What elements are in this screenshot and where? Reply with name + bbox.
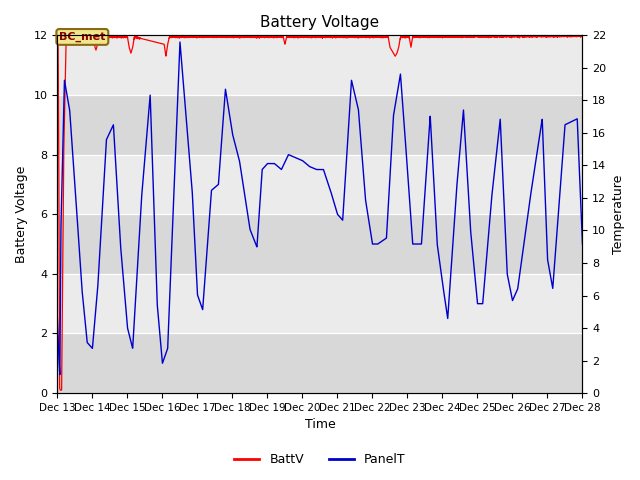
Bar — [58, 214, 582, 274]
X-axis label: Time: Time — [305, 419, 335, 432]
Y-axis label: Battery Voltage: Battery Voltage — [15, 166, 28, 263]
Title: Battery Voltage: Battery Voltage — [260, 15, 380, 30]
Text: BC_met: BC_met — [59, 32, 106, 42]
Legend: BattV, PanelT: BattV, PanelT — [229, 448, 411, 471]
Bar — [58, 334, 582, 393]
Bar — [58, 95, 582, 155]
Y-axis label: Temperature: Temperature — [612, 175, 625, 254]
